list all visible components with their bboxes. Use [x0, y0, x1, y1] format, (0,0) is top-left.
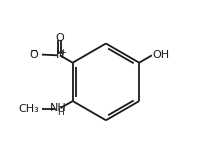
- Text: O: O: [30, 50, 38, 60]
- Text: H: H: [56, 108, 63, 117]
- Text: NH: NH: [50, 103, 67, 113]
- Text: O: O: [55, 33, 64, 43]
- Text: N: N: [55, 50, 64, 60]
- Text: −: −: [30, 46, 38, 56]
- Text: OH: OH: [152, 50, 169, 60]
- Text: CH₃: CH₃: [18, 104, 39, 114]
- Text: +: +: [59, 48, 66, 57]
